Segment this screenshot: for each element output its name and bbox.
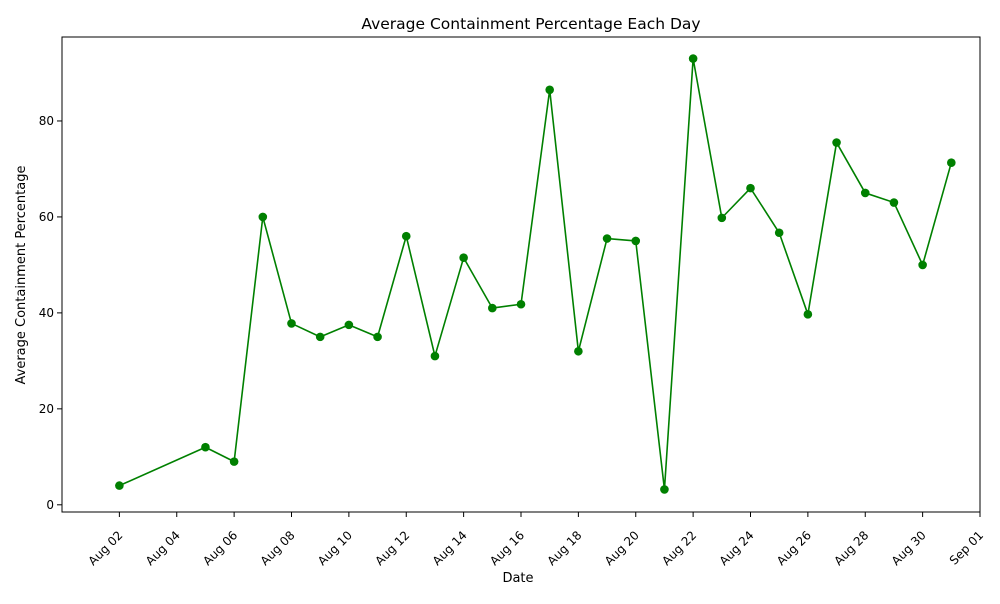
- data-point: [832, 138, 841, 147]
- x-tick-label: Aug 04: [143, 528, 183, 568]
- y-tick-label: 60: [39, 210, 54, 224]
- data-point: [774, 228, 784, 238]
- x-tick-label: Aug 08: [258, 528, 298, 568]
- x-tick-label: Aug 02: [86, 528, 126, 568]
- x-tick-label: Aug 20: [602, 528, 642, 568]
- plot-area: [115, 54, 956, 494]
- data-point: [401, 231, 411, 241]
- data-point: [373, 332, 382, 342]
- y-tick-label: 0: [46, 498, 54, 512]
- data-point: [947, 158, 956, 168]
- data-point: [459, 253, 468, 263]
- data-point: [516, 299, 526, 309]
- y-axis-label: Average Containment Percentage: [14, 166, 29, 385]
- data-point: [488, 303, 497, 313]
- series-line: [119, 57, 953, 491]
- data-point: [115, 481, 124, 490]
- x-axis-label: Date: [502, 571, 533, 586]
- data-point: [660, 485, 669, 494]
- x-tick-label: Aug 06: [200, 528, 240, 568]
- data-point: [545, 85, 554, 95]
- data-point: [315, 332, 325, 342]
- x-tick-label: Aug 28: [831, 528, 871, 568]
- y-tick-label: 40: [39, 306, 54, 320]
- x-tick-label: Aug 14: [430, 528, 470, 568]
- data-point: [344, 320, 354, 330]
- x-tick-label: Aug 30: [889, 528, 929, 568]
- data-point: [631, 236, 641, 246]
- x-tick-label: Aug 18: [545, 528, 585, 568]
- x-tick-label: Aug 22: [659, 528, 699, 568]
- x-tick-label: Aug 26: [774, 528, 814, 568]
- plot-frame: [61, 36, 981, 513]
- data-point: [430, 351, 440, 361]
- data-point: [287, 319, 296, 328]
- chart-title: Average Containment Percentage Each Day: [361, 15, 700, 33]
- x-tick-label: Aug 24: [717, 528, 757, 568]
- x-tick-label: Aug 16: [487, 528, 527, 568]
- data-point: [717, 213, 727, 223]
- data-point: [201, 442, 210, 452]
- data-point: [602, 234, 612, 243]
- data-point: [229, 457, 239, 466]
- data-point: [860, 188, 870, 198]
- x-tick-label: Aug 12: [372, 528, 412, 568]
- data-point: [574, 346, 583, 356]
- data-point: [803, 310, 813, 319]
- y-tick-label: 20: [39, 402, 54, 416]
- x-tick-label: Aug 10: [315, 528, 355, 568]
- x-tick-label: Sep 01: [947, 528, 986, 567]
- y-tick-label: 80: [39, 114, 54, 128]
- data-point: [688, 54, 698, 63]
- data-point: [258, 212, 268, 222]
- data-point: [746, 183, 755, 193]
- data-point: [889, 198, 899, 207]
- data-point: [918, 260, 927, 270]
